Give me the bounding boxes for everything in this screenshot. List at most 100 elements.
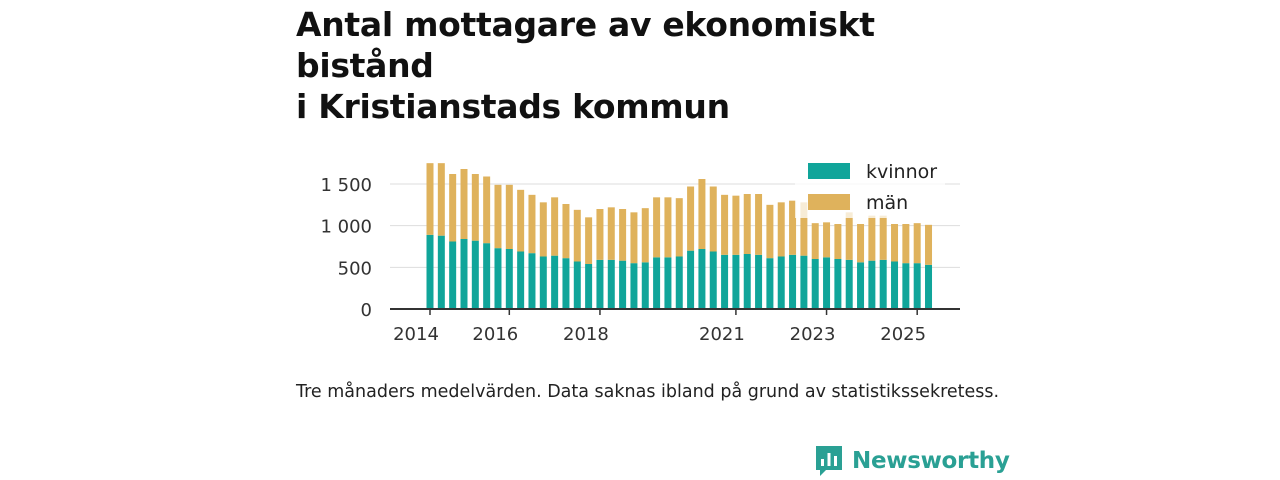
bar-man xyxy=(709,186,717,252)
bar-man xyxy=(471,174,479,241)
bar-kvinnor xyxy=(811,259,819,309)
bar-man xyxy=(562,204,570,259)
bar-man xyxy=(449,174,457,242)
bar-kvinnor xyxy=(766,258,774,309)
bar-man xyxy=(698,179,706,249)
bar-man xyxy=(777,202,785,257)
bar-man xyxy=(913,223,921,264)
bar-man xyxy=(460,169,468,239)
bar-kvinnor xyxy=(687,250,695,309)
bar-kvinnor xyxy=(755,254,763,309)
bar-kvinnor xyxy=(709,251,717,309)
bar-kvinnor xyxy=(891,261,899,309)
bar-kvinnor xyxy=(585,264,593,309)
x-tick-label: 2016 xyxy=(472,324,518,345)
y-tick-label: 1 000 xyxy=(320,217,372,238)
bar-kvinnor xyxy=(925,264,933,309)
bar-man xyxy=(845,212,853,260)
bar-kvinnor xyxy=(845,259,853,309)
bar-kvinnor xyxy=(834,259,842,309)
bar-kvinnor xyxy=(641,262,649,309)
bar-man xyxy=(494,184,502,249)
bar-man xyxy=(483,176,491,244)
bar-man xyxy=(925,224,933,265)
bar-kvinnor xyxy=(664,257,672,309)
brand-name: Newsworthy xyxy=(852,448,1010,474)
bar-kvinnor xyxy=(551,255,559,309)
bar-man xyxy=(539,202,547,257)
bar-kvinnor xyxy=(460,239,468,309)
bar-man xyxy=(426,163,434,235)
bar-kvinnor xyxy=(675,256,683,309)
bar-man xyxy=(675,198,683,257)
bar-man xyxy=(879,215,887,260)
x-tick-label: 2014 xyxy=(393,324,439,345)
legend-swatch-kvinnor xyxy=(808,163,850,179)
legend-label-man: män xyxy=(866,192,908,214)
bar-man xyxy=(596,209,604,260)
bar-kvinnor xyxy=(426,234,434,309)
bar-kvinnor xyxy=(596,259,604,309)
bar-kvinnor xyxy=(743,254,751,309)
newsworthy-logo-icon xyxy=(816,446,842,476)
bar-kvinnor xyxy=(732,254,740,309)
bar-kvinnor xyxy=(573,261,581,309)
bar-man xyxy=(573,209,581,262)
chart-title-line-1: Antal mottagare av ekonomiskt bistånd xyxy=(296,5,875,85)
bar-kvinnor xyxy=(823,257,831,309)
bar-man xyxy=(902,224,910,264)
legend-swatch-man xyxy=(808,194,850,210)
bar-kvinnor xyxy=(607,259,615,309)
bar-man xyxy=(721,194,729,255)
bar-kvinnor xyxy=(494,248,502,309)
bar-kvinnor xyxy=(789,254,797,309)
bar-kvinnor xyxy=(471,240,479,309)
bar-man xyxy=(653,197,661,258)
bar-kvinnor xyxy=(528,253,536,309)
bar-man xyxy=(641,208,649,263)
bar-man xyxy=(585,217,593,264)
x-tick-label: 2025 xyxy=(880,324,926,345)
bar-kvinnor xyxy=(630,263,638,309)
bar-kvinnor xyxy=(505,249,513,309)
bar-kvinnor xyxy=(437,235,445,309)
bar-man xyxy=(607,207,615,260)
bar-man xyxy=(732,195,740,255)
bar-man xyxy=(437,163,445,236)
bar-man xyxy=(664,197,672,258)
y-tick-label: 1 500 xyxy=(320,175,372,196)
bar-man xyxy=(755,194,763,255)
bar-man xyxy=(630,212,638,264)
bar-kvinnor xyxy=(913,263,921,309)
bar-man xyxy=(811,223,819,259)
bar-man xyxy=(800,202,808,256)
bar-man xyxy=(687,186,695,251)
bar-man xyxy=(834,224,842,259)
bar-man xyxy=(857,224,865,263)
x-tick-label: 2023 xyxy=(790,324,836,345)
bar-man xyxy=(743,194,751,254)
bar-kvinnor xyxy=(800,255,808,309)
bar-man xyxy=(517,189,525,252)
bar-kvinnor xyxy=(517,251,525,309)
bar-kvinnor xyxy=(902,263,910,309)
x-tick-label: 2021 xyxy=(699,324,745,345)
bar-man xyxy=(551,197,559,256)
bar-kvinnor xyxy=(777,256,785,309)
bar-kvinnor xyxy=(721,254,729,309)
newsworthy-logo[interactable]: Newsworthy xyxy=(814,444,1010,478)
bar-man xyxy=(823,222,831,258)
bar-man xyxy=(789,200,797,255)
bar-kvinnor xyxy=(698,249,706,309)
legend-label-kvinnor: kvinnor xyxy=(866,161,937,183)
bar-kvinnor xyxy=(879,259,887,309)
bar-man xyxy=(891,224,899,262)
x-tick-label: 2018 xyxy=(563,324,609,345)
bar-kvinnor xyxy=(562,258,570,309)
bar-man xyxy=(619,209,627,261)
y-tick-label: 0 xyxy=(361,300,372,321)
bar-kvinnor xyxy=(868,260,876,309)
bar-man xyxy=(505,184,513,249)
bar-man xyxy=(868,215,876,261)
